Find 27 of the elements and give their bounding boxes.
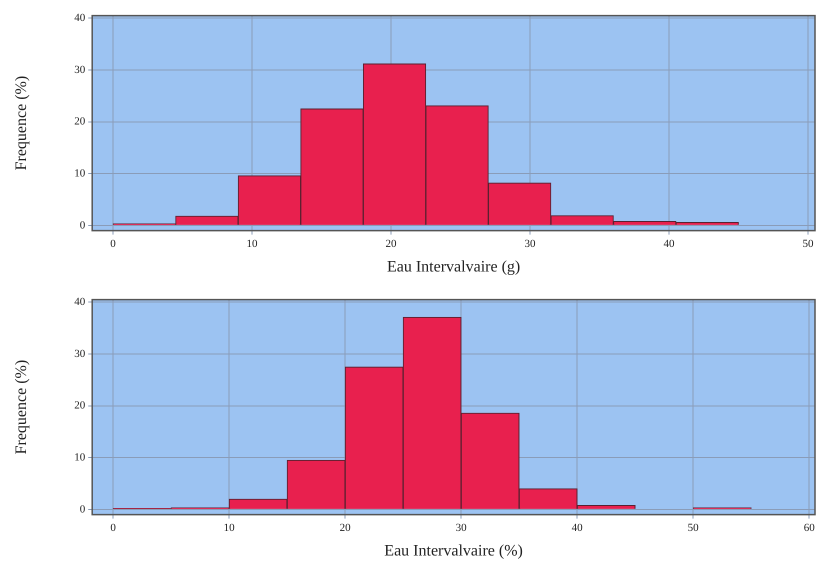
- y-tick-label: 10: [74, 452, 86, 464]
- y-tick-label: 0: [80, 219, 86, 232]
- y-tick-label: 40: [74, 12, 86, 24]
- x-tick-label: 10: [246, 238, 258, 250]
- y-tick-label: 20: [74, 400, 86, 412]
- x-tick-label: 30: [456, 522, 468, 534]
- x-tick-label: 50: [802, 238, 814, 250]
- x-tick-label: 40: [664, 238, 676, 250]
- x-tick-label: 0: [110, 522, 116, 534]
- y-axis-title: Frequence (%): [12, 360, 30, 454]
- y-tick-label: 10: [74, 168, 86, 180]
- y-tick-label: 0: [80, 503, 86, 516]
- x-tick-label: 20: [386, 238, 398, 250]
- x-tick-label: 50: [688, 522, 700, 534]
- y-tick-label: 40: [74, 296, 86, 308]
- x-tick-label: 10: [224, 522, 236, 534]
- y-tick-label: 30: [74, 348, 86, 360]
- y-tick-label: 20: [74, 116, 86, 128]
- x-axis-title: Eau Intervalvaire (g): [386, 258, 520, 276]
- x-tick-label: 40: [572, 522, 584, 534]
- x-tick-label: 0: [110, 238, 116, 250]
- x-axis-title: Eau Intervalvaire (%): [384, 542, 523, 560]
- y-tick-label: 30: [74, 64, 86, 76]
- x-tick-label: 20: [340, 522, 352, 534]
- x-tick-label: 60: [804, 522, 816, 534]
- y-axis-title: Frequence (%): [12, 76, 30, 170]
- x-tick-label: 30: [524, 238, 536, 250]
